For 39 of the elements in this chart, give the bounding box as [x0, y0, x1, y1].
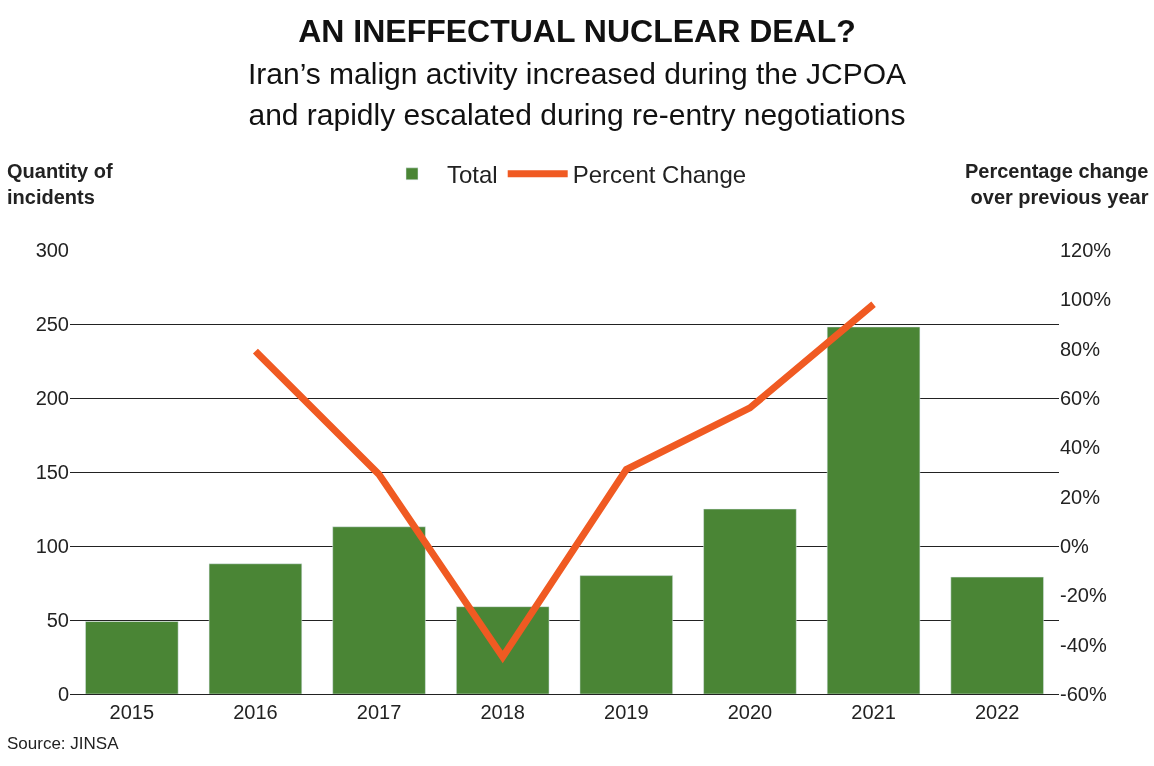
bar: [950, 576, 1044, 694]
y2-tick-label: -60%: [1060, 683, 1107, 705]
y-tick-label: 0: [57, 683, 69, 705]
y-axis-title: Quantity of incidents: [7, 160, 113, 208]
x-tick-label: 2022: [974, 701, 1020, 723]
x-tick-label: 2021: [851, 701, 896, 723]
y-tick-label: 200: [35, 387, 69, 409]
y-tick-label: 300: [35, 239, 69, 261]
x-tick-label: 2015: [109, 701, 155, 723]
y-tick-label: 150: [35, 461, 69, 483]
bar: [826, 326, 921, 694]
bar: [579, 575, 673, 694]
y2-tick-label: 20%: [1060, 485, 1101, 508]
x-tick-label: 2020: [727, 701, 773, 723]
bar: [85, 621, 179, 694]
x-tick-label: 2018: [480, 701, 525, 723]
y-tick-label: 250: [35, 313, 69, 335]
legend-label: Total: [447, 161, 498, 189]
y2-tick-label: 120%: [1060, 239, 1112, 261]
bar: [332, 526, 426, 694]
x-tick-label: 2019: [604, 701, 649, 723]
y-tick-label: 50: [46, 609, 69, 631]
chart-title: AN INEFFECTUAL NUCLEAR DEAL?: [298, 13, 856, 50]
y2-tick-label: 80%: [1060, 337, 1101, 360]
y2-tick-label: 40%: [1060, 436, 1101, 459]
y-tick-label: 100: [35, 535, 69, 557]
source-note: Source: JINSA: [7, 734, 120, 753]
chart-subtitle: Iran’s malign activity increased during the JCPOA and rapidly escalated during re-entry negotiations: [247, 56, 907, 132]
bar: [208, 563, 303, 694]
bar: [703, 508, 797, 694]
y2-tick-label: 100%: [1060, 288, 1112, 311]
y2-tick-label: 60%: [1060, 387, 1101, 409]
y2-tick-label: 0%: [1060, 535, 1090, 557]
y2-axis-title: Percentage change over previous year: [965, 160, 1149, 208]
y2-tick-label: -40%: [1060, 633, 1107, 656]
y2-tick-label: -20%: [1060, 584, 1107, 607]
legend-label: Percent Change: [572, 161, 747, 189]
x-tick-label: 2016: [233, 701, 278, 723]
x-tick-label: 2017: [356, 701, 402, 723]
